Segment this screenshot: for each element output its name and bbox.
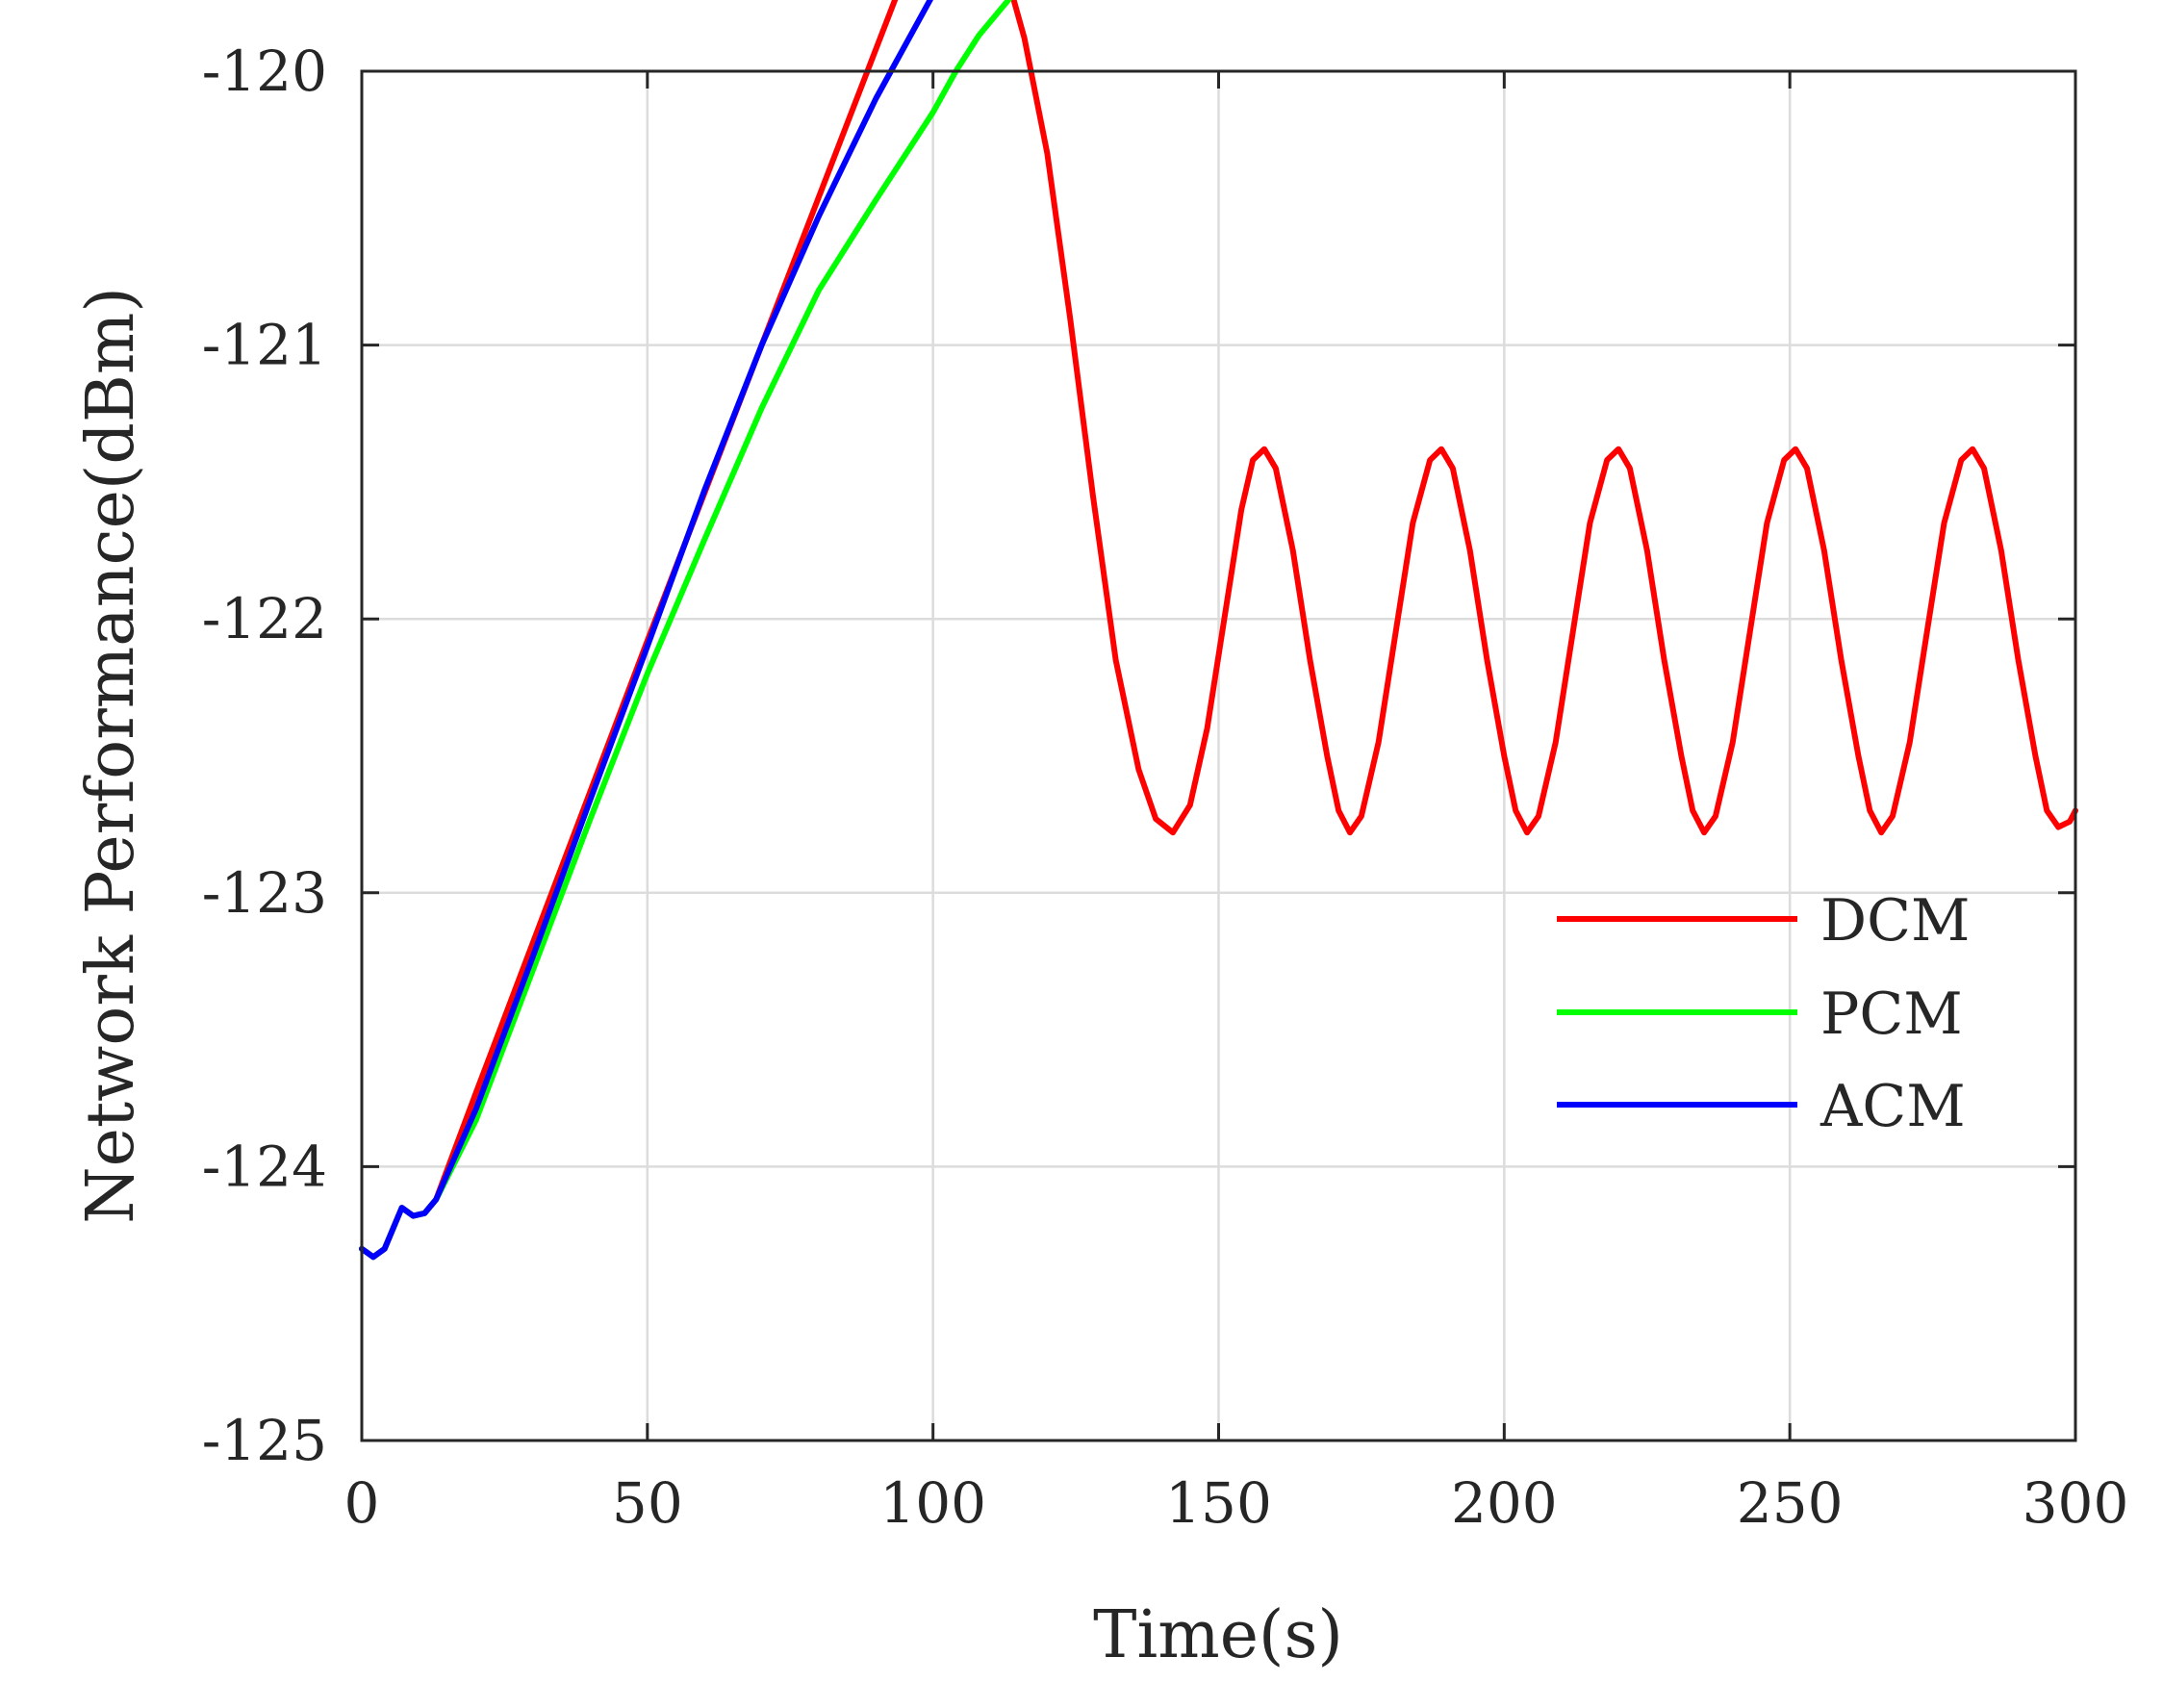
- legend: DCM PCM ACM: [1557, 887, 1970, 1140]
- series-line-dcm: [359, 0, 2078, 1261]
- y-tick-label: -122: [202, 586, 327, 651]
- y-tick-label: -123: [202, 860, 327, 926]
- x-tick-label: 300: [2023, 1470, 2129, 1536]
- x-tick-labels: 0 50 100 150 200 250 300: [344, 1470, 2129, 1536]
- y-tick-labels: -125 -124 -123 -122 -121 -120: [202, 38, 327, 1473]
- y-tick-label: -120: [202, 38, 327, 104]
- x-tick-label: 200: [1451, 1470, 1558, 1536]
- y-tick-label: -121: [202, 313, 327, 378]
- x-tick-label: 100: [879, 1470, 986, 1536]
- legend-label: ACM: [1819, 1073, 1966, 1140]
- y-axis-title: Network Performance(dBm): [73, 287, 149, 1224]
- plot-frame: [360, 69, 2077, 1442]
- legend-item-dcm: DCM: [1557, 887, 1970, 955]
- legend-item-pcm: PCM: [1557, 981, 1963, 1048]
- y-tick-label: -124: [202, 1134, 327, 1199]
- x-axis-title: Time(s): [1093, 1597, 1343, 1673]
- series-line-pcm: [359, 0, 1012, 1261]
- legend-item-acm: ACM: [1557, 1073, 1966, 1140]
- x-tick-label: 250: [1737, 1470, 1844, 1536]
- x-tick-label: 50: [612, 1470, 683, 1536]
- x-tick-label: 0: [344, 1470, 380, 1536]
- legend-label: DCM: [1820, 887, 1970, 955]
- series-lines: [359, 0, 2078, 1261]
- legend-label: PCM: [1820, 981, 1963, 1048]
- y-tick-label: -125: [202, 1408, 327, 1473]
- x-tick-label: 150: [1165, 1470, 1272, 1536]
